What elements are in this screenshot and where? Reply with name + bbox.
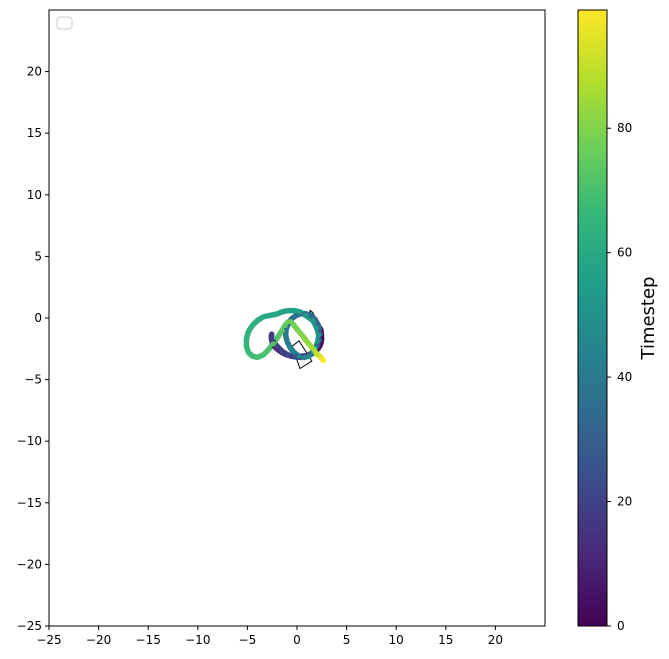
- colorbar-tick-label: 20: [617, 495, 632, 509]
- trajectory-point: [310, 317, 316, 324]
- y-tick-label: 5: [34, 249, 42, 263]
- trajectory-point: [291, 322, 297, 328]
- x-axis: −25 −20 −15 −10 −5 0 5 10 15 20: [36, 626, 503, 647]
- y-tick-label: 10: [27, 188, 42, 202]
- trajectory-point: [270, 341, 276, 347]
- colorbar-tick-label: 40: [617, 370, 632, 384]
- trajectory-point: [249, 322, 255, 328]
- x-tick-label: 5: [343, 633, 351, 647]
- trajectory-point: [279, 348, 285, 354]
- colorbar-tick-label: 80: [617, 121, 632, 135]
- y-tick-label: −25: [17, 619, 42, 633]
- x-tick-label: −25: [36, 633, 61, 647]
- trajectory-point: [291, 308, 297, 314]
- trajectory-point: [315, 338, 321, 344]
- trajectory-point: [274, 343, 280, 349]
- trajectory-point: [306, 353, 312, 359]
- trajectory-point: [245, 349, 251, 356]
- trajectory-point: [279, 327, 285, 333]
- trajectory-point: [273, 311, 279, 317]
- trajectory-point: [285, 352, 291, 358]
- trajectory-point: [291, 354, 297, 360]
- trajectory-point: [291, 349, 297, 356]
- trajectory-point: [288, 319, 294, 325]
- y-tick-label: −20: [17, 557, 42, 571]
- x-tick-label: −20: [86, 633, 111, 647]
- trajectory-point: [297, 309, 303, 315]
- trajectory-point: [254, 317, 260, 324]
- colorbar: 0 20 40 60 80 Timestep: [577, 9, 659, 633]
- trajectory-point: [300, 333, 306, 340]
- trajectory-point: [275, 333, 281, 340]
- colorbar-ticks: 0 20 40 60 80: [607, 121, 632, 633]
- trajectory-point: [282, 322, 288, 328]
- y-tick-label: −15: [17, 496, 42, 510]
- x-tick-label: −10: [185, 633, 210, 647]
- trajectory-point: [283, 332, 289, 338]
- y-tick-label: 15: [27, 126, 42, 140]
- plot-area: −25 −20 −15 −10 −5 0 5 10 15 20 −25 −20 −15 −10 −5 0 5 1…: [17, 9, 546, 647]
- x-tick-label: 15: [438, 633, 453, 647]
- trajectory-point: [303, 312, 309, 319]
- y-tick-label: −10: [17, 434, 42, 448]
- trajectory-point: [285, 308, 291, 314]
- trajectory-point: [301, 354, 307, 360]
- trajectory-point: [287, 345, 293, 351]
- trajectory-point: [293, 312, 299, 319]
- colorbar-label: Timestep: [638, 277, 659, 361]
- x-tick-label: 20: [488, 633, 503, 647]
- trajectory-point: [314, 325, 320, 331]
- trajectory-point: [265, 347, 271, 353]
- trajectory-point: [320, 357, 326, 364]
- y-tick-label: −5: [24, 373, 42, 387]
- vehicle-outline: [291, 340, 313, 370]
- y-axis: −25 −20 −15 −10 −5 0 5 10 15 20: [17, 65, 49, 633]
- trajectory-point: [308, 312, 314, 319]
- trajectory-point: [254, 354, 260, 360]
- trajectory-point: [268, 333, 274, 340]
- y-tick-label: 0: [34, 311, 42, 325]
- trajectory-point: [316, 332, 322, 338]
- x-tick-label: −5: [239, 633, 257, 647]
- trajectory-point: [260, 352, 266, 358]
- trajectory-point: [294, 326, 300, 332]
- trajectory-point: [245, 329, 251, 335]
- trajectory-point: [266, 312, 272, 319]
- trajectory-point: [297, 330, 303, 336]
- x-tick-label: 10: [389, 633, 404, 647]
- colorbar-tick-label: 60: [617, 246, 632, 260]
- trajectory-point: [296, 353, 302, 359]
- trajectory-point: [284, 338, 290, 344]
- y-tick-label: 20: [27, 65, 42, 79]
- x-tick-label: 0: [293, 633, 301, 647]
- colorbar-gradient: [577, 9, 608, 627]
- trajectory-point: [243, 343, 249, 349]
- x-tick-label: −15: [136, 633, 161, 647]
- trajectory-point: [279, 309, 285, 315]
- trajectory-point: [249, 353, 255, 359]
- trajectory-point: [243, 336, 249, 342]
- colorbar-tick-label: 0: [617, 619, 625, 633]
- trajectory-point: [260, 314, 266, 320]
- legend-box: [56, 16, 73, 30]
